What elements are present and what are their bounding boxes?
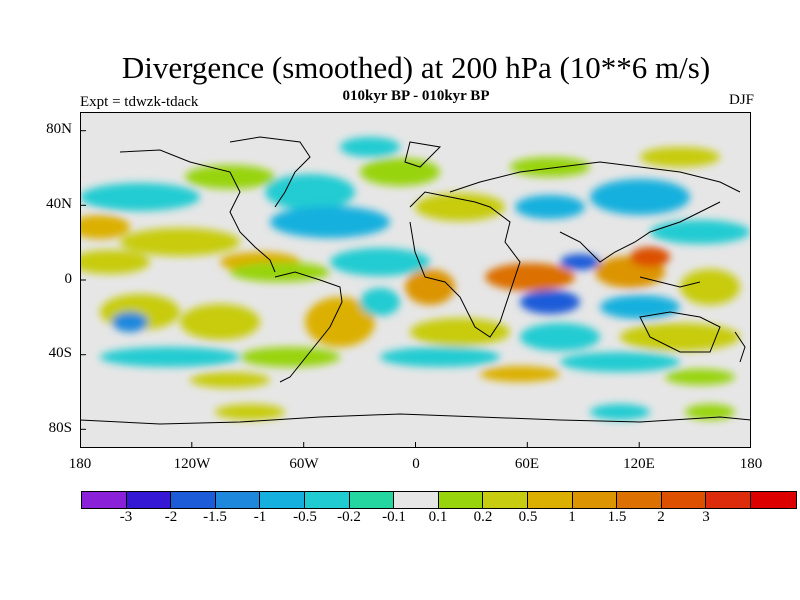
lat-label-40s: 40S bbox=[48, 345, 72, 361]
plot-title: Divergence (smoothed) at 200 hPa (10**6 … bbox=[121, 50, 711, 85]
experiment-label: Expt = tdwzk-tdack bbox=[80, 94, 199, 110]
colorbar-label: 0.5 bbox=[518, 509, 538, 525]
divergence-field bbox=[80, 137, 750, 420]
colorbar-label: -0.5 bbox=[293, 509, 317, 525]
lon-label-180e: 180 bbox=[739, 456, 763, 472]
colorbar-label: -0.2 bbox=[337, 509, 361, 525]
colorbar-label: 1 bbox=[568, 509, 576, 525]
colorbar-label: -3 bbox=[119, 509, 133, 525]
lat-label-80n: 80N bbox=[46, 121, 72, 137]
colorbar-swatch bbox=[572, 492, 618, 508]
colorbar-swatch bbox=[661, 492, 707, 508]
colorbar-swatch bbox=[304, 492, 350, 508]
lat-label-0: 0 bbox=[64, 271, 73, 287]
colorbar-swatch bbox=[260, 492, 305, 508]
colorbar bbox=[81, 491, 797, 509]
colorbar-label: 3 bbox=[702, 509, 710, 525]
colorbar-swatch bbox=[349, 492, 395, 508]
colorbar-label: -2 bbox=[164, 509, 178, 525]
colorbar-swatch bbox=[617, 492, 662, 508]
colorbar-swatch bbox=[171, 492, 216, 508]
colorbar-label: 0.2 bbox=[473, 509, 493, 525]
divergence-map bbox=[80, 112, 751, 448]
lon-label-120e: 120E bbox=[623, 456, 655, 472]
colorbar-label: -1 bbox=[253, 509, 267, 525]
colorbar-label: 0.1 bbox=[428, 509, 448, 525]
lon-label-120w: 120W bbox=[173, 456, 211, 472]
colorbar-swatch bbox=[750, 492, 796, 508]
lon-label-0: 0 bbox=[412, 456, 420, 472]
colorbar-swatch bbox=[483, 492, 528, 508]
lat-label-80s: 80S bbox=[48, 420, 72, 436]
axis-ticks bbox=[80, 130, 640, 448]
plot-subtitle: 010kyr BP - 010kyr BP bbox=[342, 88, 490, 104]
colorbar-label: -1.5 bbox=[203, 509, 227, 525]
colorbar-swatch bbox=[706, 492, 751, 508]
colorbar-label: 1.5 bbox=[607, 509, 627, 525]
colorbar-swatch bbox=[394, 492, 439, 508]
colorbar-swatch bbox=[126, 492, 172, 508]
lat-label-40n: 40N bbox=[46, 196, 72, 212]
colorbar-swatch bbox=[527, 492, 573, 508]
lon-label-60w: 60W bbox=[289, 456, 319, 472]
lon-label-60e: 60E bbox=[514, 456, 540, 472]
lon-label-180w: 180 bbox=[68, 456, 92, 472]
colorbar-label: 2 bbox=[657, 509, 665, 525]
colorbar-swatch bbox=[215, 492, 261, 508]
coastlines bbox=[80, 136, 751, 425]
season-label: DJF bbox=[728, 92, 754, 108]
colorbar-swatch bbox=[438, 492, 484, 508]
colorbar-swatch bbox=[82, 492, 127, 508]
colorbar-label: -0.1 bbox=[382, 509, 406, 525]
